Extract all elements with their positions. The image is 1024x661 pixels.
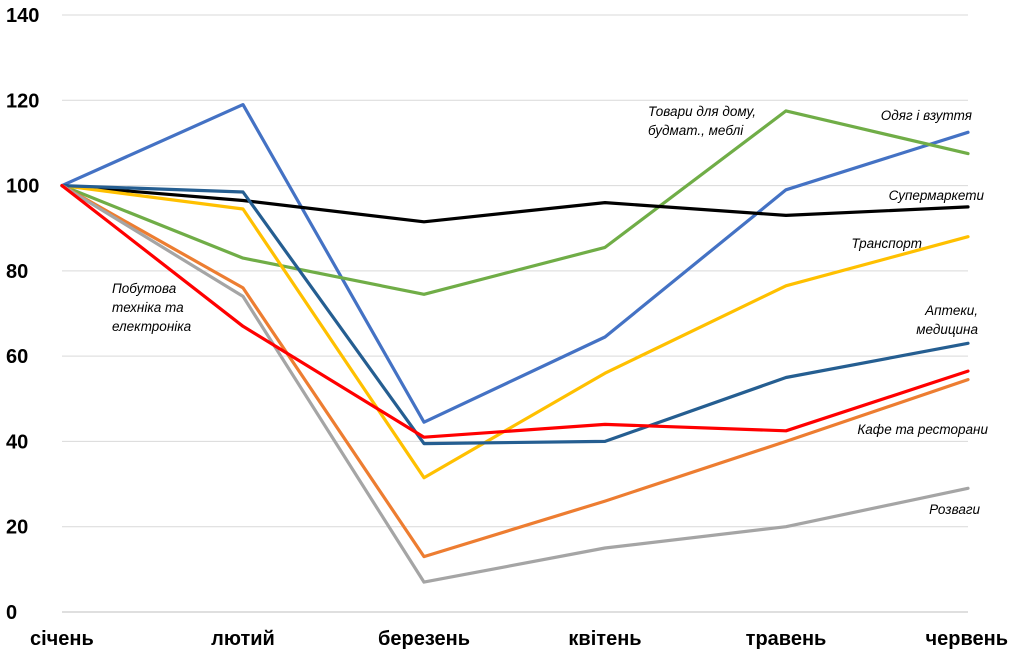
y-tick-label: 140 — [6, 5, 39, 27]
x-tick-label: квітень — [568, 628, 641, 650]
series-line-4 — [60, 184, 970, 480]
series-label: Супермаркети — [889, 188, 985, 203]
x-axis: січень лютий березень квітень травень червень — [30, 628, 1008, 650]
series-label: Аптеки, — [924, 303, 978, 318]
x-tick-label: березень — [378, 628, 470, 650]
series-label: будмат., меблі — [648, 123, 744, 138]
x-tick-label: січень — [30, 628, 94, 650]
series-label: Кафе та ресторани — [857, 422, 988, 437]
y-tick-label: 40 — [6, 431, 28, 453]
y-axis: 0 20 40 60 80 100 120 140 — [6, 5, 39, 624]
y-tick-label: 20 — [6, 517, 28, 539]
series-line-6 — [60, 184, 970, 559]
series-line-1 — [60, 102, 970, 424]
y-tick-label: 60 — [6, 346, 28, 368]
series-label: техніка та — [112, 300, 184, 315]
series-line-2 — [60, 109, 970, 296]
series-label: Транспорт — [851, 236, 922, 251]
series-label: Побутова — [112, 281, 177, 296]
y-tick-label: 80 — [6, 261, 28, 283]
x-tick-label: лютий — [211, 628, 275, 650]
series-label: електроніка — [112, 319, 192, 334]
series-lines — [60, 102, 970, 584]
y-tick-label: 0 — [6, 602, 17, 624]
series-label: Товари для дому, — [648, 104, 756, 119]
gridlines — [62, 14, 968, 613]
x-tick-label: червень — [926, 628, 1008, 650]
series-line-3 — [60, 184, 970, 224]
series-line-8 — [60, 184, 970, 439]
x-tick-label: травень — [746, 628, 827, 650]
y-tick-label: 120 — [6, 90, 39, 112]
series-label: медицина — [916, 322, 978, 337]
series-line-5 — [60, 184, 970, 446]
series-labels: Товари для дому, будмат., меблі Одяг і взу… — [112, 104, 988, 517]
series-label: Розваги — [929, 502, 980, 517]
y-tick-label: 100 — [6, 176, 39, 198]
series-line-7 — [60, 184, 970, 584]
series-label: Одяг і взуття — [881, 108, 972, 123]
